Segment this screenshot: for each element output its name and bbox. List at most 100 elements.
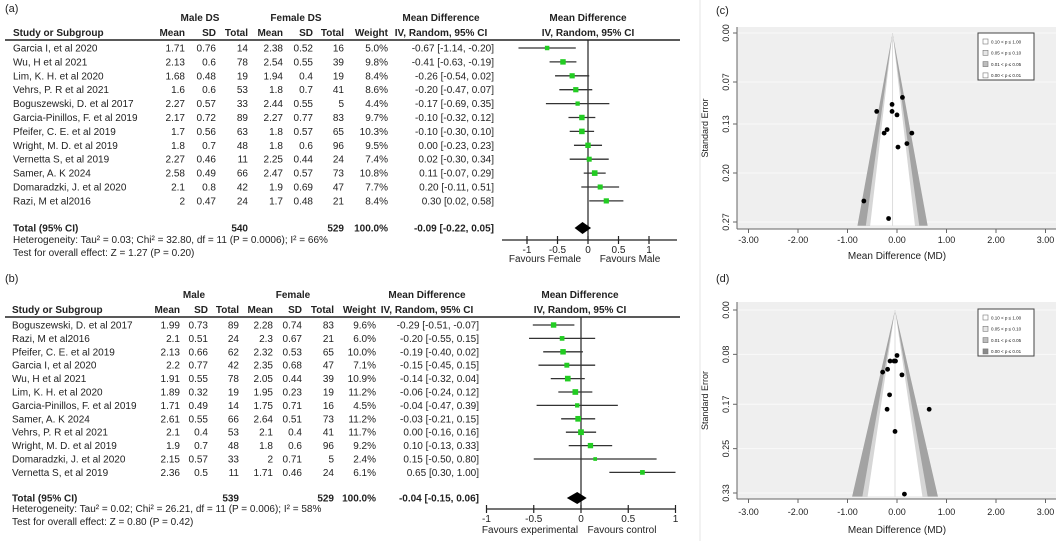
cell-weight: 11.7% — [348, 428, 376, 439]
study-point — [902, 491, 907, 497]
x-tick-label: -0.5 — [549, 245, 567, 256]
cell-n1: 66 — [237, 169, 249, 180]
effect-square — [586, 156, 592, 162]
cell-sd1: 0.7 — [202, 141, 216, 152]
cell-ci: 0.10 [-0.13, 0.33] — [403, 441, 479, 452]
cell-m1: 1.71 — [166, 44, 186, 55]
study-row: Wright, M. D. et al 2019 1.9 0.7 48 1.8 0.6 96… — [12, 441, 613, 452]
cell-n1: 42 — [237, 183, 249, 194]
study-row: Garcia I, et al 2020 2.2 0.77 42 2.35 0.68 47 7… — [12, 361, 596, 372]
cell-sd1: 0.76 — [197, 44, 217, 55]
cell-m2: 2.44 — [264, 99, 284, 110]
cell-m1: 1.9 — [166, 441, 180, 452]
cell-n1: 42 — [228, 361, 240, 372]
cell-n2: 65 — [323, 347, 335, 358]
study-row: Vehrs, P. R et al 2021 2.1 0.4 53 2.1 0.4 41 11… — [12, 428, 597, 439]
study-row: Garcia I, et al 2020 1.71 0.76 14 2.38 0.52 16… — [13, 44, 576, 55]
cell-n1: 33 — [237, 99, 249, 110]
study-row: Wright, M. D. et al 2019 1.8 0.7 48 1.8 0.6 96… — [13, 141, 603, 152]
study-row: Domaradzki, J. et al 2020 2.15 0.57 33 2 0.71… — [12, 455, 657, 466]
cell-m2: 1.9 — [269, 183, 283, 194]
cell-ci: -0.20 [-0.55, 0.15] — [400, 334, 479, 345]
column-header-sd: SD — [299, 28, 313, 39]
cell-n1: 14 — [228, 401, 240, 412]
panel-label: (b) — [5, 273, 18, 285]
y-tick-label: 0.08 — [721, 346, 731, 364]
cell-sd2: 0.48 — [294, 196, 314, 207]
study-name: Lim, K. H. et al 2020 — [12, 388, 103, 399]
total-ci: -0.04 [-0.15, 0.06] — [399, 494, 479, 505]
study-name: Domaradzki, J. et al 2020 — [13, 183, 127, 194]
cell-ci: -0.06 [-0.24, 0.12] — [400, 388, 479, 399]
cell-n2: 5 — [328, 455, 334, 466]
cell-m2: 2.25 — [264, 155, 284, 166]
study-row: Garcia-Pinillos, F. et al 2019 2.17 0.72 89… — [13, 113, 596, 124]
cell-n2: 96 — [323, 441, 335, 452]
cell-m1: 2.27 — [166, 155, 186, 166]
cell-m1: 1.7 — [171, 127, 185, 138]
cell-sd1: 0.72 — [197, 113, 217, 124]
cell-m1: 1.91 — [161, 374, 181, 385]
effect-square — [575, 403, 580, 408]
cell-ci: 0.65 [0.30, 1.00] — [407, 468, 480, 479]
cell-weight: 7.1% — [353, 361, 376, 372]
cell-m1: 1.99 — [161, 321, 181, 332]
cell-n2: 47 — [333, 183, 345, 194]
study-point — [909, 130, 915, 136]
cell-weight: 10.0% — [348, 347, 376, 358]
study-row: Boguszewski, D. et al 2017 2.27 0.57 33 2.44… — [13, 99, 610, 110]
cell-ci: -0.41 [-0.63, -0.19] — [412, 57, 494, 68]
x-axis-label: Mean Difference (MD) — [848, 525, 946, 536]
x-tick-label: 1 — [646, 245, 652, 256]
legend-swatch — [982, 38, 989, 45]
column-header-total: Total — [216, 305, 239, 316]
cell-sd1: 0.57 — [197, 99, 217, 110]
md-header: Mean Difference — [402, 13, 480, 24]
cell-n2: 39 — [333, 57, 345, 68]
md-header: Mean Difference — [388, 290, 466, 301]
cell-n1: 19 — [228, 388, 240, 399]
column-header-weight: Weight — [355, 28, 389, 39]
legend-swatch — [982, 337, 989, 343]
ci-header: IV, Random, 95% CI — [395, 28, 488, 39]
cell-m2: 1.7 — [269, 196, 283, 207]
study-name: Garcia I, et al 2020 — [12, 361, 97, 372]
y-tick-label: 0.33 — [721, 484, 731, 502]
study-name: Wright, M. D. et al 2019 — [12, 441, 117, 452]
cell-weight: 9.6% — [353, 321, 376, 332]
cell-m1: 2.15 — [161, 455, 181, 466]
x-tick-label: 0.00 — [888, 507, 906, 517]
cell-n2: 41 — [333, 85, 345, 96]
x-tick-label: -3.00 — [738, 235, 759, 245]
study-row: Vehrs, P. R et al 2021 1.6 0.6 53 1.8 0.7 41 8.… — [13, 85, 593, 96]
cell-weight: 8.4% — [365, 71, 388, 82]
y-tick-label: 0.00 — [721, 24, 731, 42]
x-tick-label: -2.00 — [788, 507, 809, 517]
study-name: Vernetta S, et al 2019 — [12, 468, 109, 479]
study-point — [880, 369, 886, 375]
favours-left-label: Favours experimental — [482, 525, 578, 536]
effect-square — [572, 389, 579, 395]
cell-m2: 2.64 — [254, 414, 274, 425]
x-tick-label: 0.5 — [621, 514, 635, 525]
cell-n1: 89 — [228, 321, 240, 332]
cell-sd2: 0.55 — [294, 99, 314, 110]
cell-sd1: 0.32 — [189, 388, 209, 399]
cell-ci: 0.00 [-0.16, 0.16] — [403, 428, 479, 439]
cell-ci: -0.04 [-0.47, 0.39] — [400, 401, 479, 412]
cell-weight: 8.4% — [365, 196, 388, 207]
forest-plot-a: (a) Male DS Female DS Mean Difference Mean D… — [5, 3, 680, 265]
cell-n1: 24 — [228, 334, 240, 345]
cell-n1: 33 — [228, 455, 240, 466]
column-header-mean: Mean — [154, 305, 180, 316]
y-tick-label: 0.27 — [721, 213, 731, 231]
column-header-total: Total — [225, 28, 248, 39]
study-row: Garcia-Pinillos, F. et al 2019 1.71 0.49 14… — [12, 401, 618, 412]
total-n1: 540 — [231, 224, 248, 235]
study-header: Study or Subgroup — [12, 305, 103, 316]
cell-n1: 11 — [238, 155, 249, 166]
cell-weight: 10.8% — [360, 169, 388, 180]
total-n2: 529 — [317, 494, 334, 505]
cell-n2: 73 — [333, 169, 345, 180]
cell-weight: 11.2% — [348, 388, 376, 399]
